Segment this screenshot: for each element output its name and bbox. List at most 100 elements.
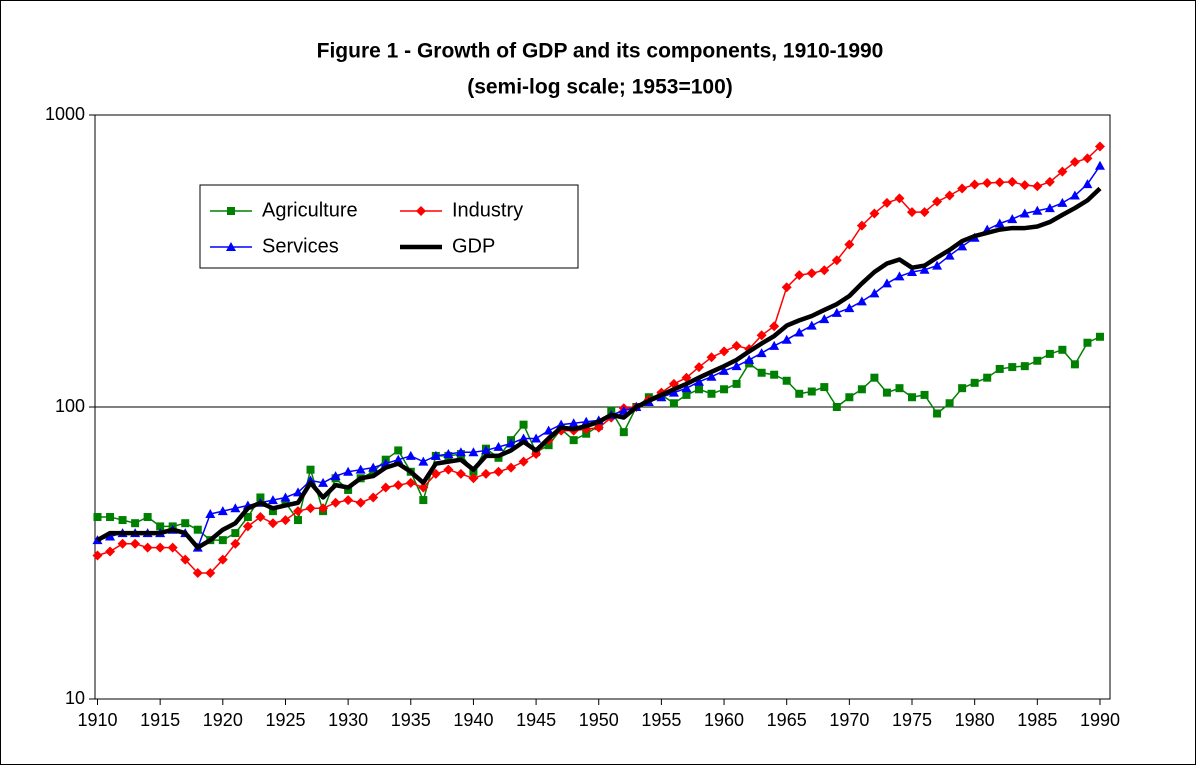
data-point xyxy=(192,568,203,579)
legend-label: Agriculture xyxy=(262,199,358,221)
data-point xyxy=(894,271,905,281)
data-point xyxy=(205,568,216,579)
x-tick-label: 1925 xyxy=(265,710,305,730)
legend-label: Services xyxy=(262,235,339,257)
data-point xyxy=(983,373,992,382)
data-point xyxy=(405,477,416,488)
chart-title: Figure 1 - Growth of GDP and its compone… xyxy=(317,40,884,63)
data-point xyxy=(1019,180,1030,191)
data-point xyxy=(156,522,165,531)
data-point xyxy=(544,441,553,450)
data-point xyxy=(1020,362,1029,371)
y-tick-label: 1000 xyxy=(45,104,85,124)
data-point xyxy=(769,340,780,350)
chart-subtitle: (semi-log scale; 1953=100) xyxy=(467,76,733,99)
data-point xyxy=(280,492,291,502)
data-point xyxy=(167,542,178,553)
data-point xyxy=(468,447,479,457)
data-point xyxy=(293,506,303,517)
x-tick-label: 1940 xyxy=(453,710,493,730)
data-point xyxy=(1094,160,1105,170)
legend-box xyxy=(199,184,579,269)
data-point xyxy=(306,465,315,474)
data-point xyxy=(806,268,817,279)
data-point xyxy=(243,513,252,522)
data-point xyxy=(1095,332,1104,341)
x-tick-label: 1970 xyxy=(829,710,869,730)
data-point xyxy=(693,376,704,386)
data-point xyxy=(957,241,968,251)
data-point xyxy=(845,393,854,402)
data-point xyxy=(231,529,240,538)
data-point xyxy=(1083,338,1092,347)
data-point xyxy=(294,516,302,525)
data-point xyxy=(731,340,742,351)
x-tick-label: 1975 xyxy=(892,710,932,730)
data-point xyxy=(795,389,804,398)
data-point xyxy=(932,196,943,207)
data-point xyxy=(781,282,792,293)
data-point xyxy=(217,554,228,565)
data-point xyxy=(856,296,867,306)
data-point xyxy=(180,554,191,565)
data-point xyxy=(105,531,116,541)
data-point xyxy=(1032,205,1043,215)
data-point xyxy=(1057,166,1068,177)
data-point xyxy=(706,352,717,363)
y-tick-label: 100 xyxy=(55,396,85,416)
data-point xyxy=(343,466,354,476)
data-point xyxy=(881,278,892,288)
data-point xyxy=(994,177,1005,188)
x-tick-label: 1955 xyxy=(641,710,681,730)
y-tick-label: 10 xyxy=(65,688,85,708)
data-point xyxy=(706,371,717,381)
data-point xyxy=(1019,208,1030,218)
data-point xyxy=(744,354,755,364)
data-point xyxy=(293,487,303,497)
data-point xyxy=(593,422,604,433)
data-point xyxy=(919,207,930,218)
x-tick-label: 1935 xyxy=(391,710,431,730)
data-point xyxy=(1082,153,1093,164)
data-point xyxy=(856,220,867,231)
data-point xyxy=(781,334,792,344)
data-point xyxy=(969,179,980,190)
data-point xyxy=(217,506,228,516)
data-point xyxy=(519,420,528,429)
data-point xyxy=(393,454,404,464)
data-point xyxy=(205,509,216,519)
data-point xyxy=(394,446,403,455)
data-point xyxy=(982,177,993,188)
data-point xyxy=(305,503,316,514)
legend-label: Industry xyxy=(452,199,523,221)
data-point xyxy=(1033,356,1042,365)
data-point xyxy=(869,288,880,298)
data-point xyxy=(493,466,504,477)
data-point xyxy=(719,346,730,357)
data-point xyxy=(93,513,102,522)
data-point xyxy=(355,497,366,508)
data-point xyxy=(1069,157,1080,168)
data-point xyxy=(1069,190,1080,200)
data-point xyxy=(731,361,742,371)
data-point xyxy=(894,193,905,204)
data-point xyxy=(506,462,517,473)
data-point xyxy=(419,496,428,505)
data-point xyxy=(355,464,366,474)
data-point xyxy=(933,409,942,418)
data-point xyxy=(1058,345,1067,354)
data-point xyxy=(694,385,703,394)
data-point xyxy=(1044,176,1055,187)
data-point xyxy=(518,433,529,443)
data-point xyxy=(281,498,290,507)
data-point xyxy=(944,250,955,260)
data-point xyxy=(268,507,277,516)
data-point xyxy=(1057,197,1068,207)
data-point xyxy=(820,383,829,392)
data-point xyxy=(506,438,517,448)
x-tick-label: 1915 xyxy=(140,710,180,730)
data-point xyxy=(920,390,929,399)
data-point xyxy=(518,456,529,467)
data-point xyxy=(256,493,265,502)
series-line xyxy=(96,186,1102,550)
